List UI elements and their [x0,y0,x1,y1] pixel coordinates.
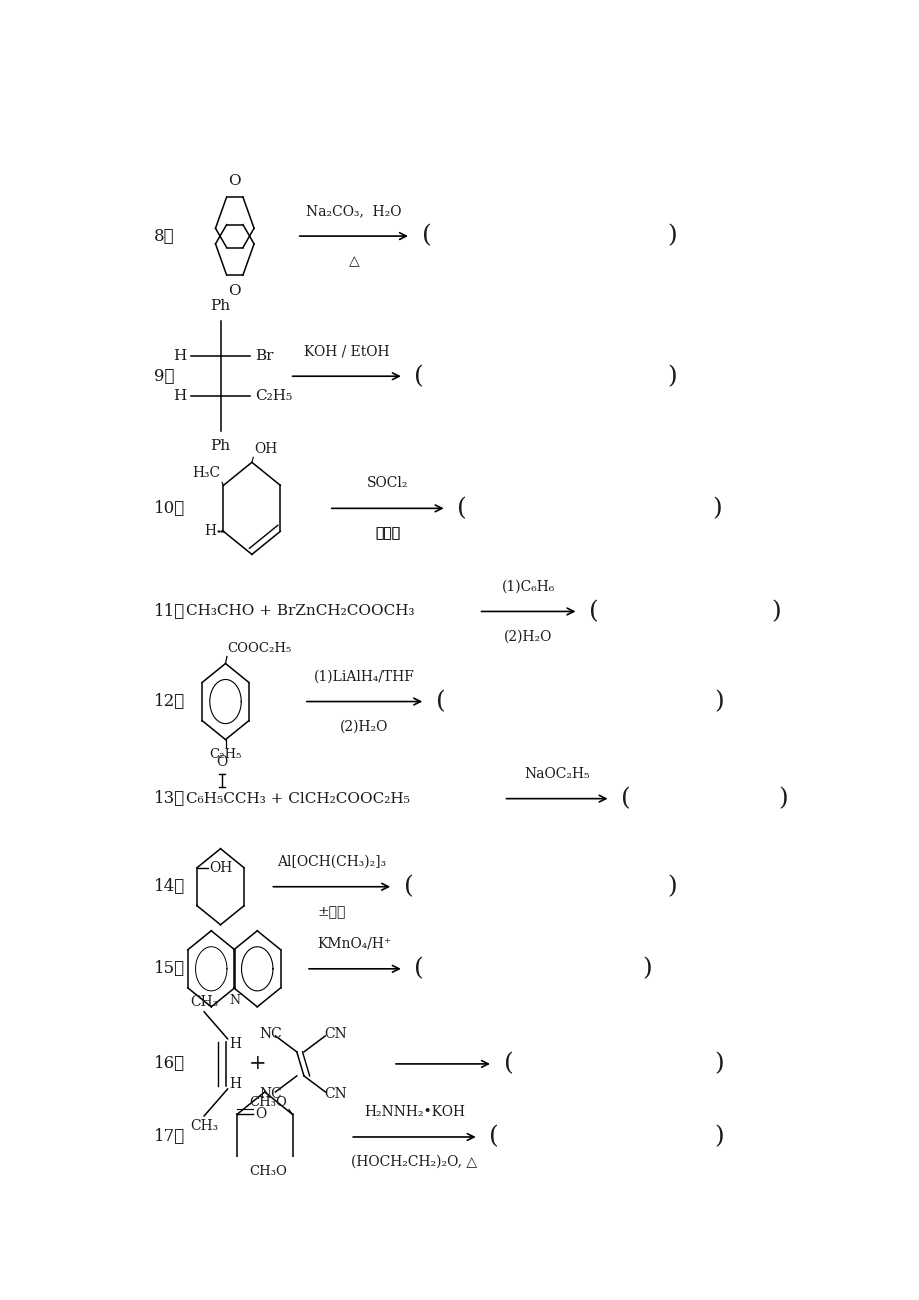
Text: CN: CN [323,1027,346,1041]
Text: 15、: 15、 [154,961,185,978]
Text: (: ( [414,365,424,387]
Text: H: H [229,1076,241,1091]
Text: COOC₂H₅: COOC₂H₅ [227,642,291,655]
Text: O: O [255,1108,266,1122]
Text: Na₂CO₃,  H₂O: Na₂CO₃, H₂O [306,204,402,218]
Text: ): ) [713,690,723,712]
Text: C₂H₅: C₂H₅ [255,389,291,403]
Text: KMnO₄/H⁺: KMnO₄/H⁺ [317,937,391,950]
Text: ): ) [711,497,721,520]
Text: ): ) [667,225,676,247]
Text: 14、: 14、 [154,879,186,896]
Text: ): ) [713,1053,723,1075]
Text: (2)H₂O: (2)H₂O [504,629,552,644]
Text: NaOC₂H₅: NaOC₂H₅ [524,767,589,780]
Text: NC: NC [259,1087,282,1101]
Text: (2)H₂O: (2)H₂O [340,720,389,733]
Text: Ph: Ph [210,439,231,454]
Text: CH₃O: CH₃O [249,1165,287,1178]
Text: SOCl₂: SOCl₂ [367,476,408,490]
Text: (: ( [588,601,598,623]
Text: (: ( [457,497,467,520]
Text: 16、: 16、 [154,1056,185,1072]
Text: 13、: 13、 [154,790,186,807]
Text: (1)LiAlH₄/THF: (1)LiAlH₄/THF [313,670,414,684]
Text: Br: Br [255,350,273,363]
Text: O: O [216,754,227,768]
Text: OH: OH [209,861,233,875]
Text: ): ) [770,601,780,623]
Text: Al[OCH(CH₃)₂]₃: Al[OCH(CH₃)₂]₃ [277,854,386,868]
Text: H: H [204,524,216,538]
Text: C₂H₅: C₂H₅ [210,747,242,760]
Text: (: ( [403,875,413,898]
Text: Ph: Ph [210,299,231,313]
Text: (: ( [421,225,431,247]
Text: CN: CN [323,1087,346,1101]
Text: (: ( [503,1053,513,1075]
Text: KOH / EtOH: KOH / EtOH [303,344,389,359]
Text: H₃C: H₃C [191,467,220,480]
Text: CH₃: CH₃ [189,1119,218,1134]
Text: ): ) [713,1126,723,1148]
Text: (: ( [489,1126,498,1148]
Text: 吠吡吢: 吠吡吢 [375,526,400,541]
Text: H: H [173,389,186,403]
Text: 9、: 9、 [154,368,175,385]
Text: O: O [228,283,241,298]
Text: CH₃: CH₃ [189,994,218,1009]
Text: 吠吡吢: 吠吡吢 [375,526,400,541]
Text: 10、: 10、 [154,500,186,517]
Text: OH: OH [255,442,278,456]
Text: (: ( [620,786,630,810]
Text: H: H [229,1037,241,1050]
Text: 吠吡吢: 吠吡吢 [375,526,400,541]
Text: 12、: 12、 [154,693,186,710]
Text: (HOCH₂CH₂)₂O, △: (HOCH₂CH₂)₂O, △ [351,1154,477,1169]
Text: ): ) [667,365,676,387]
Text: +: + [248,1054,267,1074]
Text: △: △ [348,254,358,268]
Text: N: N [229,993,240,1006]
Text: ): ) [667,875,676,898]
Text: (1)C₆H₆: (1)C₆H₆ [502,580,554,593]
Text: CH₃CHO + BrZnCH₂COOCH₃: CH₃CHO + BrZnCH₂COOCH₃ [186,604,414,619]
Text: (: ( [414,957,424,980]
Text: 11、: 11、 [154,603,186,620]
Text: H₂NNH₂•KOH: H₂NNH₂•KOH [364,1105,464,1119]
Text: ±温度: ±温度 [317,905,346,919]
Text: NC: NC [259,1027,282,1041]
Text: ): ) [777,786,787,810]
Text: (: ( [436,690,445,712]
Text: H: H [173,350,186,363]
Text: 17、: 17、 [154,1128,186,1145]
Text: O: O [228,174,241,188]
Text: C₆H₅CCH₃ + ClCH₂COOC₂H₅: C₆H₅CCH₃ + ClCH₂COOC₂H₅ [186,792,410,806]
Text: 8、: 8、 [154,227,175,244]
Text: CH₃O: CH₃O [249,1096,287,1109]
Text: ): ) [641,957,652,980]
